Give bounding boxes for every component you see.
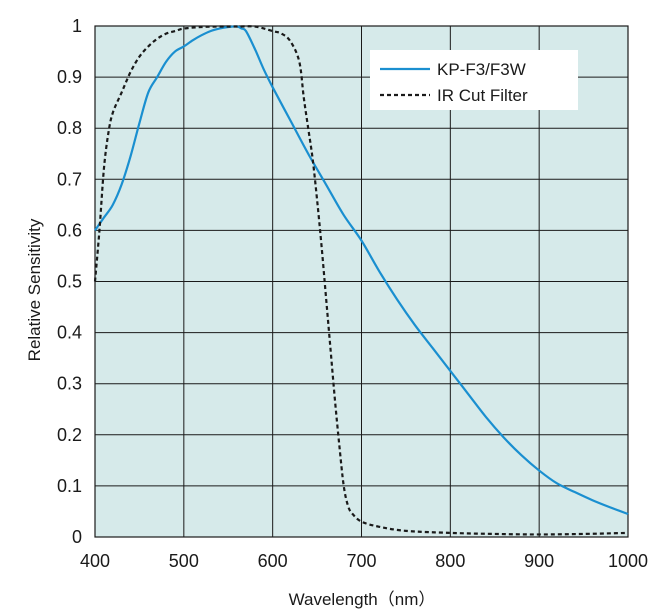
legend-label-series-1: KP-F3/F3W — [437, 60, 526, 79]
grid-lines — [95, 26, 628, 537]
y-tick-label: 0.9 — [57, 67, 82, 87]
x-tick-label: 900 — [524, 551, 554, 571]
y-tick-label: 0.6 — [57, 220, 82, 240]
series-line-1 — [94, 25, 629, 516]
y-tick-label: 0.1 — [57, 476, 82, 496]
legend: KP-F3/F3W IR Cut Filter — [370, 50, 578, 110]
x-tick-label: 700 — [346, 551, 376, 571]
y-tick-labels: 0 0.1 0.2 0.3 0.4 0.5 0.6 0.7 0.8 0.9 1 — [57, 16, 82, 547]
y-tick-label: 0.7 — [57, 169, 82, 189]
y-tick-label: 0.2 — [57, 425, 82, 445]
y-axis-title: Relative Sensitivity — [25, 218, 44, 361]
y-tick-label: 1 — [72, 16, 82, 36]
legend-label-series-2: IR Cut Filter — [437, 86, 528, 105]
y-tick-label: 0 — [72, 527, 82, 547]
x-axis-title: Wavelength（nm） — [289, 590, 436, 609]
y-tick-label: 0.3 — [57, 374, 82, 394]
y-tick-label: 0.8 — [57, 118, 82, 138]
x-tick-label: 400 — [80, 551, 110, 571]
y-tick-label: 0.4 — [57, 323, 82, 343]
x-tick-label: 1000 — [608, 551, 648, 571]
series-line-2 — [93, 25, 629, 536]
x-tick-labels: 400 500 600 700 800 900 1000 — [80, 551, 648, 571]
legend-box — [370, 50, 578, 110]
y-tick-label: 0.5 — [57, 272, 82, 292]
x-tick-label: 800 — [435, 551, 465, 571]
x-tick-label: 600 — [258, 551, 288, 571]
series-layer — [93, 25, 629, 536]
x-tick-label: 500 — [169, 551, 199, 571]
